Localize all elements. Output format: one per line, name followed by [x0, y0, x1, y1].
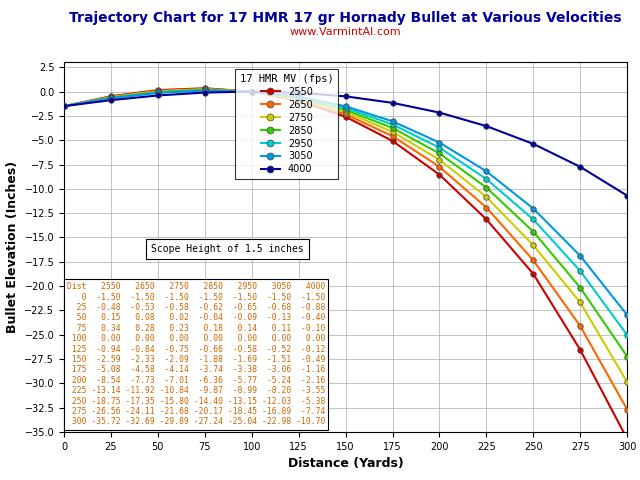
Text: Dist   2550   2650   2750   2850   2950   3050   4000
   0  -1.50  -1.50  -1.50 : Dist 2550 2650 2750 2850 2950 3050 4000 … — [67, 282, 325, 426]
Text: Trajectory Chart for 17 HMR 17 gr Hornady Bullet at Various Velocities: Trajectory Chart for 17 HMR 17 gr Hornad… — [69, 11, 622, 24]
Text: Scope Height of 1.5 inches: Scope Height of 1.5 inches — [151, 244, 304, 254]
Legend: 2550, 2650, 2750, 2850, 2950, 3050, 4000: 2550, 2650, 2750, 2850, 2950, 3050, 4000 — [235, 69, 339, 179]
X-axis label: Distance (Yards): Distance (Yards) — [288, 457, 403, 470]
Text: www.VarmintAl.com: www.VarmintAl.com — [290, 26, 401, 36]
Y-axis label: Bullet Elevation (Inches): Bullet Elevation (Inches) — [6, 161, 19, 333]
